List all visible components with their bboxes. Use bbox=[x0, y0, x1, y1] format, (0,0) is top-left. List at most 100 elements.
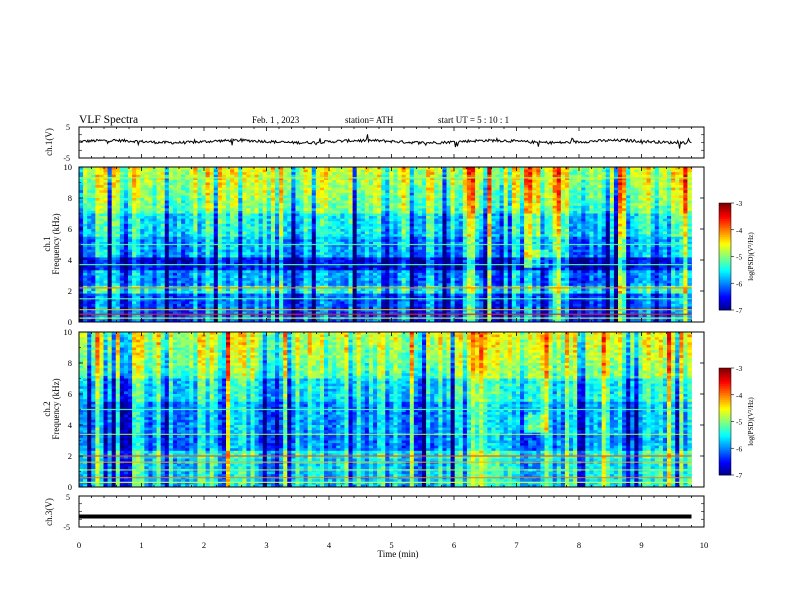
spectrogram-cell bbox=[283, 216, 288, 220]
spectrogram-cell bbox=[630, 177, 635, 181]
spectrogram-cell bbox=[589, 221, 594, 225]
spectrogram-cell bbox=[458, 187, 464, 191]
spectrogram-cell bbox=[634, 208, 639, 212]
spectrogram-cell bbox=[605, 192, 611, 196]
spectrogram-cell bbox=[422, 239, 427, 243]
spectrogram-cell bbox=[201, 172, 206, 176]
spectrogram-cell bbox=[83, 234, 88, 238]
spectrogram-cell bbox=[107, 205, 113, 209]
spectrogram-cell bbox=[291, 192, 296, 196]
spectrogram-cell bbox=[291, 195, 296, 199]
spectrogram-cell bbox=[495, 213, 500, 217]
spectrogram-cell bbox=[234, 185, 239, 189]
spectrogram-cell bbox=[515, 172, 521, 176]
spectrogram-cell bbox=[364, 247, 370, 251]
spectrogram-cell bbox=[556, 187, 562, 191]
spectrogram-cell bbox=[462, 203, 468, 207]
spectrogram-cell bbox=[605, 210, 611, 214]
spectrogram-cell bbox=[654, 203, 660, 207]
spectrogram-cell bbox=[311, 249, 317, 253]
spectrogram-cell bbox=[352, 236, 358, 240]
spectrogram-cell bbox=[438, 190, 443, 194]
spectrogram-cell bbox=[642, 210, 647, 214]
spectrogram-cell bbox=[434, 216, 439, 220]
spectrogram-cell bbox=[471, 208, 476, 212]
spectrogram-cell bbox=[577, 231, 582, 235]
spectrogram-cell bbox=[230, 223, 235, 227]
spectrogram-cell bbox=[279, 205, 284, 209]
spectrogram-cell bbox=[462, 221, 468, 225]
spectrogram-cell bbox=[132, 216, 137, 220]
spectrogram-cell bbox=[564, 226, 570, 230]
spectrogram-cell bbox=[360, 244, 366, 248]
spectrogram-cell bbox=[540, 185, 545, 189]
spectrogram-cell bbox=[638, 244, 643, 248]
spectrogram-cell bbox=[422, 198, 427, 201]
spectrogram-cell bbox=[336, 231, 341, 235]
spectrogram-cell bbox=[226, 226, 231, 230]
spectrogram-cell bbox=[144, 179, 149, 183]
spectrogram-cell bbox=[205, 208, 211, 212]
spectrogram-cell bbox=[462, 239, 468, 243]
spectrogram-cell bbox=[532, 177, 537, 181]
spectrogram-cell bbox=[226, 167, 231, 170]
spectrogram-cell bbox=[581, 167, 586, 170]
spectrogram-cell bbox=[352, 205, 358, 209]
spectrogram-cell bbox=[177, 174, 182, 178]
spectrogram-cell bbox=[479, 226, 484, 230]
spectrogram-cell bbox=[397, 174, 402, 178]
spectrogram-cell bbox=[646, 192, 652, 196]
spectrogram-cell bbox=[479, 182, 484, 186]
spectrogram-cell bbox=[475, 167, 480, 170]
spectrogram-cell bbox=[585, 221, 590, 225]
spectrogram-cell bbox=[638, 174, 643, 178]
spectrogram-cell bbox=[495, 234, 500, 238]
spectrogram-cell bbox=[654, 223, 660, 227]
spectrogram-cell bbox=[540, 216, 545, 220]
spectrogram-cell bbox=[352, 177, 358, 181]
spectrogram-cell bbox=[168, 200, 174, 204]
spectrogram-cell bbox=[585, 213, 590, 217]
spectrogram-cell bbox=[83, 210, 88, 214]
spectrogram-cell bbox=[389, 200, 394, 204]
spectrogram-cell bbox=[540, 192, 545, 196]
spectrogram-cell bbox=[462, 174, 468, 178]
spectrogram-cell bbox=[91, 179, 96, 183]
spectrogram-cell bbox=[393, 210, 398, 214]
spectrogram-cell bbox=[385, 247, 390, 251]
spectrogram-cell bbox=[328, 182, 333, 186]
spectrogram-cell bbox=[393, 213, 398, 217]
spectrogram-cell bbox=[556, 241, 562, 245]
spectrogram-cell bbox=[503, 187, 509, 191]
spectrogram-cell bbox=[528, 205, 533, 209]
spectrogram-cell bbox=[79, 247, 84, 251]
spectrogram-cell bbox=[548, 192, 554, 196]
spectrogram-cell bbox=[454, 216, 460, 220]
spectrogram-cell bbox=[172, 247, 178, 251]
spectrogram-cell bbox=[368, 244, 374, 248]
spectrogram-cell bbox=[507, 192, 513, 196]
spectrogram-cell bbox=[683, 229, 688, 232]
spectrogram-cell bbox=[499, 200, 505, 204]
spectrogram-cell bbox=[189, 221, 194, 225]
spectrogram-cell bbox=[577, 221, 582, 225]
spectrogram-cell bbox=[319, 174, 325, 178]
spectrogram-cell bbox=[181, 190, 186, 194]
spectrogram-cell bbox=[626, 216, 631, 220]
spectrogram-cell bbox=[283, 172, 288, 176]
spectrogram-cell bbox=[319, 177, 325, 181]
spectrogram-cell bbox=[397, 229, 402, 232]
spectrogram-cell bbox=[164, 187, 170, 191]
spectrogram-cell bbox=[458, 223, 464, 227]
spectrogram-cell bbox=[144, 236, 149, 240]
spectrogram-cell bbox=[295, 172, 300, 176]
spectrogram-cell bbox=[438, 221, 443, 225]
spectrogram-cell bbox=[270, 234, 276, 238]
spectrogram-cell bbox=[230, 208, 235, 212]
spectrogram-cell bbox=[99, 190, 104, 194]
spectrogram-cell bbox=[291, 226, 296, 230]
spectrogram-cell bbox=[103, 167, 108, 170]
spectrogram-cell bbox=[91, 174, 96, 178]
spectrogram-cell bbox=[172, 190, 178, 194]
spectrogram-cell bbox=[528, 190, 533, 194]
